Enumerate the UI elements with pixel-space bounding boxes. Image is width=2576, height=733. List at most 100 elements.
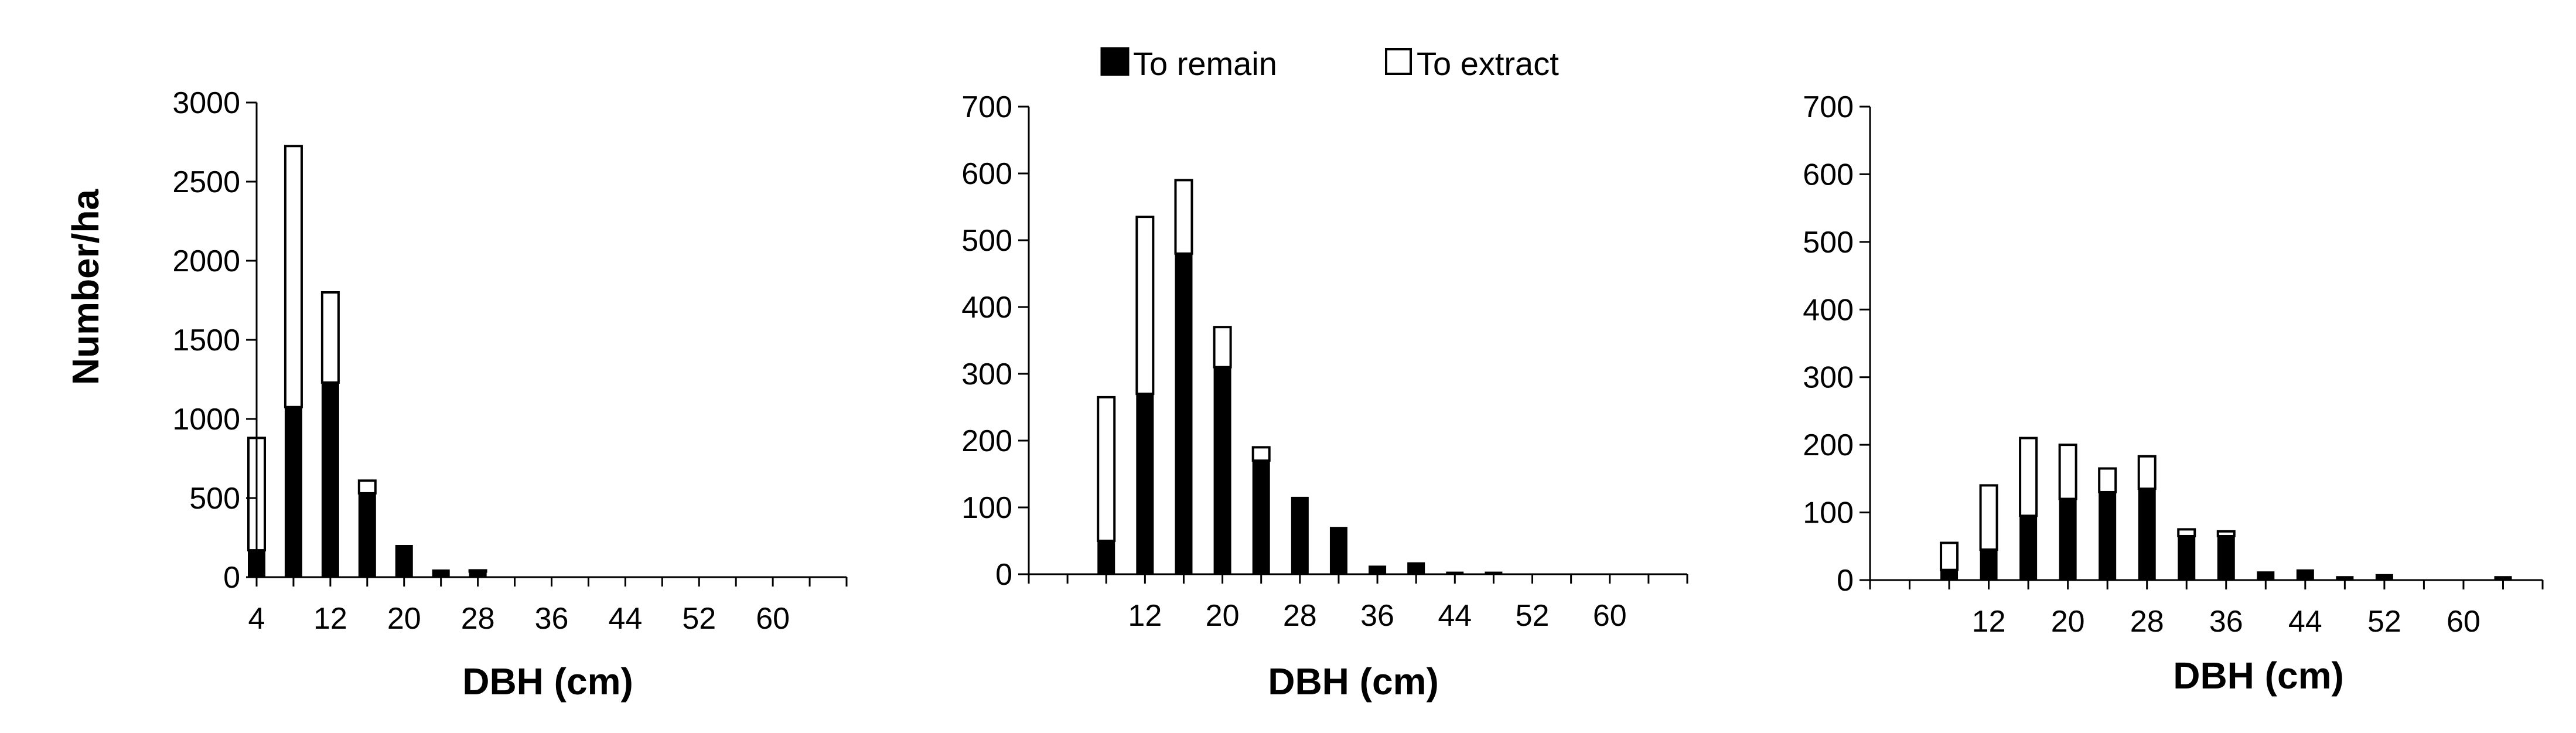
y-tick-label: 200	[1803, 428, 1854, 462]
legend-item-to-extract: To extract	[1385, 45, 1559, 82]
bar-to-remain-16	[2019, 515, 2038, 581]
chart-panel-middle: DBH (cm) 0 100 200 300 400 500 600 700 12 20 28 36 4…	[961, 90, 1688, 703]
bar-to-extract-16	[1174, 179, 1193, 255]
legend-swatch-to-remain	[1100, 47, 1130, 76]
x-tick-label: 28	[2130, 605, 2164, 639]
bar-to-remain-12	[1136, 393, 1154, 575]
x-tick-label: 36	[1360, 599, 1394, 633]
bar-to-remain-28	[2138, 488, 2156, 581]
y-tick-label: 200	[961, 424, 1012, 458]
axes: 0 500 1000 1500 2000 2500 3000 4 12 20 28 36 44 52 60	[172, 86, 848, 636]
y-tick-label: 500	[189, 482, 240, 516]
bar-to-extract-24	[2098, 467, 2117, 493]
x-axis-title: DBH (cm)	[462, 660, 633, 703]
bar-to-extract-12	[1135, 216, 1155, 396]
x-tick-label: 60	[2447, 605, 2481, 639]
x-tick-label: 44	[608, 602, 642, 636]
x-tick-label: 20	[387, 602, 421, 636]
bar-to-extract-20	[2058, 444, 2077, 500]
bar-to-remain-32	[2178, 535, 2196, 581]
bar-to-remain-20	[2059, 498, 2077, 581]
bar-to-remain-12	[1980, 549, 1998, 581]
bar-to-remain-8	[1940, 569, 1959, 581]
x-tick-label: 12	[313, 602, 347, 636]
bar-to-extract-36	[2216, 530, 2236, 537]
y-tick-label: 0	[223, 561, 240, 595]
bar-to-remain-12	[321, 381, 339, 578]
y-tick-label: 3000	[172, 86, 240, 120]
x-tick-label: 20	[1206, 599, 1240, 633]
bar-to-remain-8	[1097, 540, 1115, 575]
bar-to-remain-36	[2217, 535, 2235, 581]
bar-to-extract-8	[1097, 396, 1116, 543]
y-tick-label: 100	[961, 491, 1012, 525]
bar-to-remain-40	[2257, 571, 2275, 581]
bar-to-remain-24	[2099, 491, 2117, 581]
bar-to-remain-20	[1213, 366, 1231, 575]
axes: 0 100 200 300 400 500 600 700 12 20 28 36 44 52 60	[1803, 90, 2544, 639]
bar-to-remain-20	[395, 545, 413, 578]
x-tick-label: 44	[1438, 599, 1472, 633]
legend: To remain To extract	[1100, 45, 1559, 82]
x-tick-label: 52	[682, 602, 716, 636]
x-tick-label: 60	[1593, 599, 1627, 633]
y-tick-label: 2500	[172, 165, 240, 199]
bar-group	[247, 145, 487, 578]
bar-to-remain-16	[358, 492, 376, 578]
y-tick-label: 300	[1803, 361, 1854, 395]
bar-group	[1097, 179, 1503, 575]
y-tick-label: 1500	[172, 323, 240, 357]
x-tick-label: 52	[1516, 599, 1550, 633]
bar-to-extract-12	[1979, 484, 1998, 551]
chart-panel-right: DBH (cm) 0 100 200 300 400 500 600 700 12 20 28 36 4…	[1803, 90, 2544, 697]
bar-to-remain-44	[2296, 569, 2314, 581]
bar-to-extract-16	[2019, 437, 2038, 517]
x-axis-title: DBH (cm)	[1268, 660, 1439, 703]
bar-to-remain-40	[1407, 562, 1425, 575]
bar-to-extract-24	[1251, 446, 1271, 462]
y-tick-label: 700	[961, 90, 1012, 124]
chart-panel-left: Number/ha DBH (cm) 0 500 1000 1500 2000 2500 3…	[64, 86, 848, 703]
bar-to-extract-32	[2177, 528, 2196, 537]
bar-to-extract-28	[2137, 455, 2157, 490]
bar-to-remain-28	[1291, 496, 1309, 575]
y-axis-title: Number/ha	[64, 189, 107, 385]
y-tick-label: 500	[1803, 226, 1854, 260]
bar-to-extract-8	[284, 145, 303, 408]
x-tick-label: 44	[2288, 605, 2322, 639]
y-tick-label: 400	[961, 291, 1012, 325]
y-tick-label: 600	[1803, 158, 1854, 192]
bar-to-remain-32	[1329, 527, 1347, 575]
y-tick-label: 0	[995, 558, 1012, 592]
bar-to-extract-8	[1940, 541, 1959, 571]
bar-group	[1940, 437, 2512, 581]
bar-to-remain-24	[1252, 460, 1270, 575]
bar-to-remain-16	[1175, 253, 1193, 575]
x-tick-label: 12	[1972, 605, 2006, 639]
y-tick-label: 400	[1803, 293, 1854, 327]
x-tick-label: 4	[248, 602, 265, 636]
bar-to-extract-20	[1213, 326, 1232, 369]
y-tick-label: 600	[961, 157, 1012, 191]
x-tick-label: 12	[1128, 599, 1162, 633]
x-tick-label: 36	[535, 602, 569, 636]
bar-to-extract-28	[468, 569, 487, 573]
y-tick-label: 0	[1837, 564, 1854, 598]
legend-swatch-to-extract	[1385, 48, 1412, 75]
x-tick-label: 28	[461, 602, 495, 636]
x-tick-label: 52	[2367, 605, 2401, 639]
x-tick-label: 20	[2051, 605, 2085, 639]
y-tick-label: 1000	[172, 403, 240, 437]
legend-label-to-extract: To extract	[1417, 45, 1559, 82]
y-tick-label: 300	[961, 357, 1012, 391]
y-tick-label: 2000	[172, 244, 240, 278]
bar-to-extract-16	[357, 479, 377, 495]
x-tick-label: 36	[2209, 605, 2243, 639]
bar-to-remain-8	[284, 406, 302, 578]
x-tick-label: 60	[756, 602, 790, 636]
bar-to-remain-24	[432, 569, 450, 578]
axes: 0 100 200 300 400 500 600 700 12 20 28 36 44 52 60	[961, 90, 1688, 633]
bar-to-extract-12	[320, 291, 340, 384]
y-tick-label: 700	[1803, 90, 1854, 124]
